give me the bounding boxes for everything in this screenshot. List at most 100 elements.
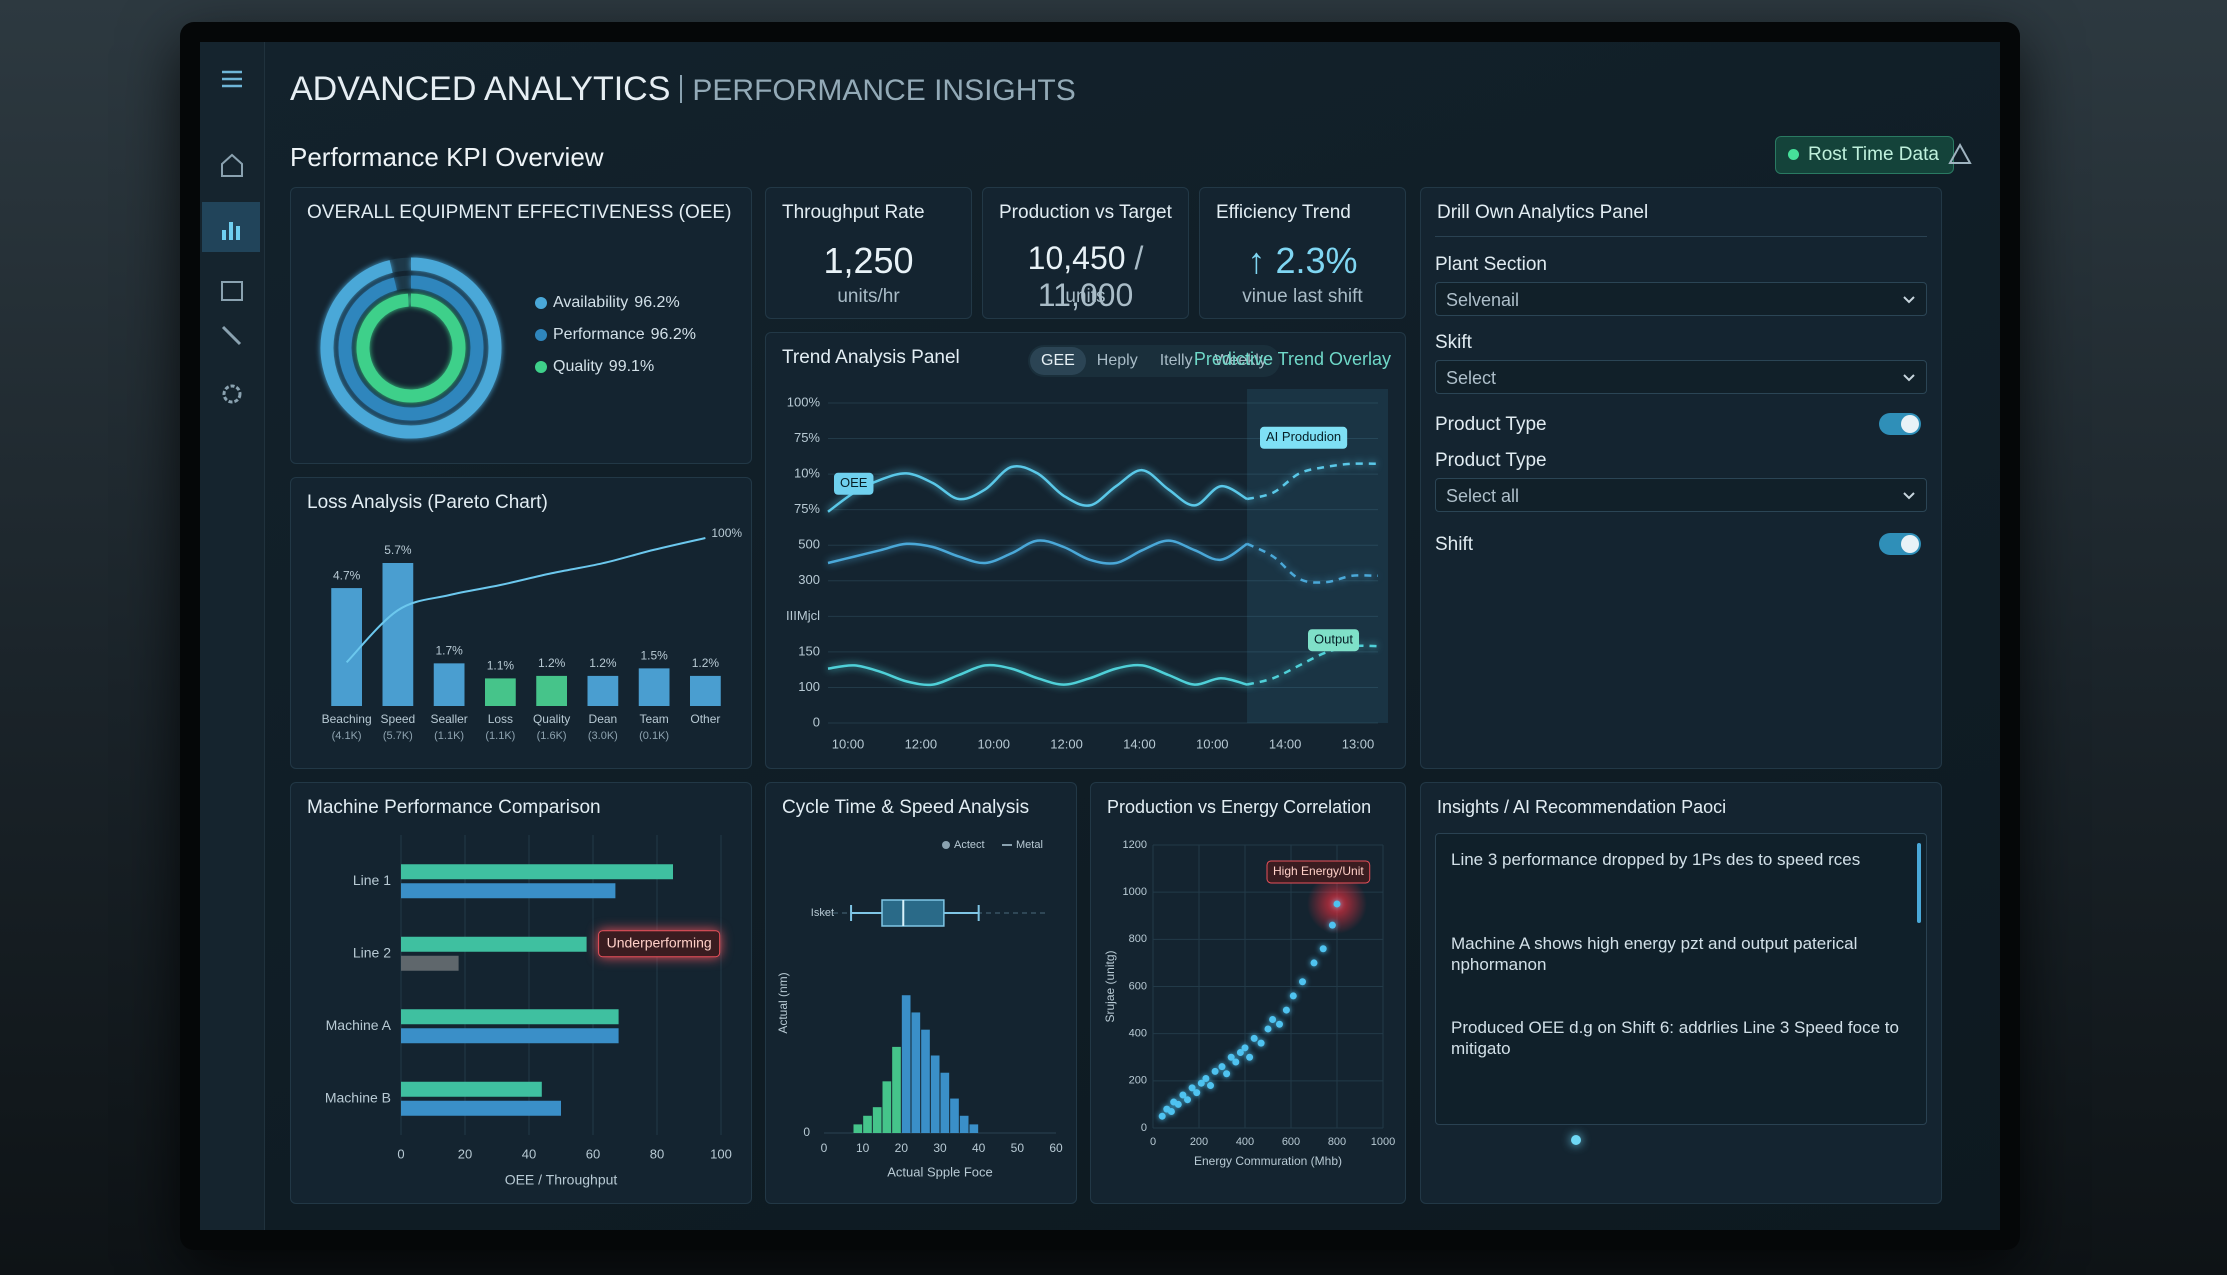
tab[interactable]: Weekly — [1214, 352, 1267, 369]
tool-icon[interactable] — [221, 325, 242, 346]
bar — [331, 588, 362, 706]
trend-panel: 0 100 150 IIIMjcl 300 500 75% 10% 75% 100% 10:00 12… — [765, 332, 1406, 769]
value-label: 1.7% — [435, 644, 463, 658]
annotation-box — [598, 930, 721, 958]
x-tick-note: (3.0K) — [588, 730, 618, 742]
point — [1299, 978, 1306, 986]
bar — [401, 1081, 542, 1097]
x-tick-label: Quality — [533, 712, 570, 726]
point — [1188, 1084, 1196, 1092]
series-tag-box — [1260, 426, 1348, 449]
point — [1333, 900, 1341, 908]
insight-item[interactable]: Produced OEE d.g on Shift 6: addrlies Li… — [1451, 1018, 1899, 1058]
histogram-bar — [911, 1012, 921, 1133]
y-tick-label: Machine A — [326, 1017, 392, 1033]
chevron — [1903, 374, 1915, 382]
point — [1310, 959, 1318, 967]
ring-arc — [320, 257, 502, 439]
status-pill[interactable]: Rost Time Data — [1775, 136, 1954, 174]
x-tick-note: (5.7K) — [383, 730, 413, 742]
bar — [401, 955, 459, 971]
annotation-box — [1266, 860, 1371, 884]
tab[interactable]: Heply — [1096, 352, 1138, 369]
cycle-panel: Actect Metal 0 10 20 30 40 50 60 0 Actual Spple Fo… — [765, 782, 1077, 1204]
histogram-bar — [940, 1072, 950, 1133]
select-value: Selvenail — [1446, 290, 1520, 310]
status-text: Rost Time Data — [1808, 144, 1939, 165]
y-tick-label: 1000 — [1123, 886, 1147, 898]
x-tick-label: 10:00 — [1196, 736, 1229, 751]
select[interactable]: Select — [1435, 360, 1927, 394]
panel-title: Cycle Time & Speed Analysis — [782, 797, 1030, 818]
value-label: 1.2% — [692, 656, 720, 670]
toggle[interactable] — [1879, 533, 1921, 555]
tab[interactable]: GEE — [1030, 347, 1086, 375]
divider — [1435, 236, 1927, 237]
field-label: Plant Section — [1435, 254, 1547, 275]
home-icon[interactable] — [221, 153, 243, 177]
bar — [401, 1028, 619, 1044]
point — [1264, 1025, 1272, 1033]
cumulative-line — [345, 537, 706, 664]
analytics-icon[interactable] — [222, 222, 240, 240]
box-body — [881, 899, 945, 927]
series-line — [827, 464, 1248, 513]
pareto-panel: 4.7% Beaching (4.1K) 5.7% Speed (5.7K) 1.7% Sea… — [290, 477, 752, 769]
select-value: Select all — [1446, 486, 1520, 506]
x-tick-label: Beaching — [322, 712, 372, 726]
histogram-bar — [969, 1124, 979, 1133]
y-tick-label: 500 — [798, 537, 820, 552]
select[interactable]: Selvenail — [1435, 282, 1927, 316]
tab[interactable]: Itelly — [1159, 352, 1193, 369]
legend-value: 96.2% — [651, 326, 696, 343]
y-tick-label: 150 — [798, 643, 820, 658]
machine-panel: 0 20 40 60 80 100 OEE / Throughput Line 1 Line 2… — [290, 782, 752, 1204]
point — [1193, 1089, 1201, 1097]
kpi-card: Efficiency Trend ↑ 2.3% vinue last shift — [1199, 187, 1406, 319]
point — [1202, 1074, 1210, 1082]
monitor: ADVANCED ANALYTICS PERFORMANCE INSIGHTS P… — [180, 22, 2020, 1250]
toggle[interactable] — [1879, 413, 1921, 435]
screen: ADVANCED ANALYTICS PERFORMANCE INSIGHTS P… — [200, 42, 2000, 1230]
x-tick-label: 14:00 — [1269, 736, 1302, 751]
y-tick-label: 75% — [794, 430, 820, 445]
y-tick-label: 200 — [1129, 1075, 1147, 1087]
alert-icon[interactable] — [1948, 142, 1972, 166]
panel-title: Production vs Energy Correlation — [1107, 797, 1372, 817]
x-tick-label: Other — [690, 712, 720, 726]
chevron — [1903, 492, 1915, 500]
point — [1158, 1112, 1166, 1120]
x-tick-note: (1.1K) — [434, 730, 464, 742]
tab-group: GEE Heply Itelly Weekly — [1028, 345, 1280, 377]
x-tick-label: Dean — [589, 712, 618, 726]
bar — [382, 563, 414, 706]
x-tick-label: Loss — [488, 712, 513, 726]
histogram-bar — [930, 1055, 940, 1133]
value-label: 5.7% — [384, 543, 412, 557]
point — [1282, 1006, 1290, 1014]
annotation-text: High Energy/Unit — [1273, 864, 1364, 878]
kpi-value-group: 10,450 / 11,000 — [983, 240, 1188, 314]
overlay-toggle[interactable]: Predictive Trend Overlay — [1193, 349, 1391, 369]
histogram-bar — [863, 1115, 872, 1133]
status-dot — [1788, 149, 1799, 160]
x-tick-label: 800 — [1328, 1136, 1346, 1148]
kpi-unit: units — [1065, 286, 1106, 307]
menu-icon[interactable] — [222, 70, 242, 88]
point — [1319, 945, 1327, 953]
series-line — [827, 663, 1248, 687]
point — [1207, 1082, 1214, 1090]
insight-item[interactable]: Machine A shows high energy pzt and outp… — [1451, 934, 1858, 974]
settings-icon[interactable] — [222, 384, 242, 404]
histogram-bar — [959, 1115, 969, 1133]
legend-swatch — [535, 297, 547, 309]
panel-title: Trend Analysis Panel — [782, 347, 960, 368]
calendar-icon[interactable] — [221, 281, 243, 301]
series-tag-box — [834, 472, 874, 495]
select[interactable]: Select all — [1435, 478, 1927, 512]
kpi-value: ↑ 2.3% — [1247, 240, 1358, 281]
insight-item[interactable]: Line 3 performance dropped by 1Ps des to… — [1451, 850, 1861, 869]
panel-title: OVERALL EQUIPMENT EFFECTIVENESS (OEE) — [307, 202, 732, 223]
x-tick-label: 30 — [933, 1141, 947, 1155]
bar — [401, 1009, 619, 1025]
